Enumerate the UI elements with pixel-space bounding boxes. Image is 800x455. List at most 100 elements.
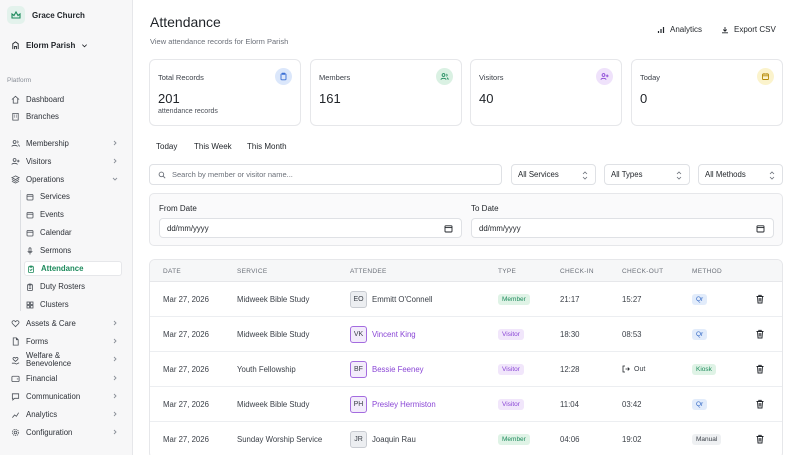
sidebar-item-label: Duty Rosters [40,282,86,291]
sidebar-item-communication[interactable]: Communication [7,388,128,404]
table-row[interactable]: Mar 27, 2026 Midweek Bible Study EO Emmi… [150,282,782,317]
search-input[interactable] [172,170,492,179]
sidebar-item-welfare[interactable]: Welfare & Benevolence [7,351,128,369]
trash-icon[interactable] [755,364,765,374]
user-plus-icon [596,68,613,85]
sidebar-item-label: Branches [26,111,59,121]
parish-switcher[interactable]: Elorm Parish [11,41,88,50]
sidebar-item-label: Sermons [40,246,72,255]
sidebar-item-configuration[interactable]: Configuration [7,424,128,440]
home-icon [11,95,20,104]
cell-type: Visitor [498,317,524,351]
cell-check-out: 15:27 [622,294,642,304]
from-date-value: dd/mm/yyyy [167,223,209,233]
attendee-name[interactable]: Vincent King [372,329,416,339]
sidebar-item-services[interactable]: Services [24,189,122,204]
sidebar-item-forms[interactable]: Forms [7,333,128,349]
sidebar-item-label: Services [40,192,70,201]
cell-service: Midweek Bible Study [237,294,310,304]
cell-date: Mar 27, 2026 [163,329,209,339]
sidebar-item-membership[interactable]: Membership [7,135,128,151]
table-row[interactable]: Mar 27, 2026 Sunday Worship Service JR J… [150,422,782,455]
table-header: DATE SERVICE ATTENDEE TYPE CHECK-IN CHEC… [150,260,782,282]
sidebar-item-visitors[interactable]: Visitors [7,153,128,169]
calendar-icon [756,225,765,233]
column-header-check-in[interactable]: CHECK-IN [560,268,594,275]
sidebar-item-label: Operations [26,174,65,184]
stat-label: Visitors [479,73,504,82]
sidebar-item-duty-rosters[interactable]: Duty Rosters [24,279,122,294]
type-badge: Visitor [498,398,524,410]
stat-value: 161 [319,91,341,106]
type-badge: Visitor [498,328,524,340]
mic-icon [27,246,33,254]
types-select[interactable]: All Types [604,164,690,185]
from-date-input[interactable]: dd/mm/yyyy [159,218,462,238]
sidebar-item-branches[interactable]: Branches [7,108,128,124]
services-select-value: All Services [518,170,559,179]
sidebar-item-operations[interactable]: Operations [7,171,128,187]
column-header-check-out[interactable]: CHECK-OUT [622,268,664,275]
trash-icon[interactable] [755,329,765,339]
sidebar-item-analytics[interactable]: Analytics [7,406,128,422]
to-date-input[interactable]: dd/mm/yyyy [471,218,774,238]
attendance-table: DATE SERVICE ATTENDEE TYPE CHECK-IN CHEC… [149,259,783,455]
sidebar-section-label: Platform [7,77,32,84]
cell-method: Kiosk [692,352,716,386]
trash-icon[interactable] [755,434,765,444]
to-date-label: To Date [471,204,499,213]
sidebar-item-sermons[interactable]: Sermons [24,243,122,258]
from-date-label: From Date [159,204,197,213]
sidebar-item-events[interactable]: Events [24,207,122,222]
sidebar-item-attendance[interactable]: Attendance [24,261,122,276]
column-header-attendee[interactable]: ATTENDEE [350,268,387,275]
stat-card-today: Today 0 [631,59,783,126]
table-row[interactable]: Mar 27, 2026 Midweek Bible Study VK Vinc… [150,317,782,352]
column-header-service[interactable]: SERVICE [237,268,268,275]
brand[interactable]: Grace Church [7,6,85,24]
attendee-name[interactable]: Bessie Feeney [372,364,424,374]
services-select[interactable]: All Services [511,164,596,185]
sidebar-item-clusters[interactable]: Clusters [24,297,122,312]
tab-today[interactable]: Today [156,142,178,151]
sidebar-item-label: Attendance [41,264,84,273]
attendee-name[interactable]: Presley Hermiston [372,399,436,409]
cell-type: Member [498,422,530,455]
cell-check-out: 03:42 [622,399,642,409]
sidebar-item-label: Calendar [40,228,72,237]
column-header-method[interactable]: METHOD [692,268,722,275]
export-csv-button[interactable]: Export CSV [721,25,776,34]
cell-attendee: PH Presley Hermiston [350,387,436,421]
analytics-button[interactable]: Analytics [657,25,702,34]
method-badge: Qr [692,328,708,340]
check-out-button[interactable]: Out [622,365,645,373]
sidebar-item-calendar[interactable]: Calendar [24,225,122,240]
user-plus-icon [11,157,20,165]
column-header-type[interactable]: TYPE [498,268,517,275]
chevron-right-icon [113,338,117,344]
sidebar-item-financial[interactable]: Financial [7,370,128,386]
table-row[interactable]: Mar 27, 2026 Midweek Bible Study PH Pres… [150,387,782,422]
trash-icon[interactable] [755,399,765,409]
calendar-icon [444,225,453,233]
stat-value: 0 [640,91,648,106]
trash-icon[interactable] [755,294,765,304]
tab-this-month[interactable]: This Month [247,142,287,151]
sidebar-item-dashboard[interactable]: Dashboard [7,91,128,107]
methods-select-value: All Methods [705,170,746,179]
attendee-name: Joaquin Rau [372,434,416,444]
stat-label: Today [640,73,661,82]
brand-name: Grace Church [32,10,85,20]
column-header-date[interactable]: DATE [163,268,182,275]
cell-type: Member [498,282,530,316]
avatar: VK [350,325,367,343]
method-badge: Manual [692,433,722,445]
table-row[interactable]: Mar 27, 2026 Youth Fellowship BF Bessie … [150,352,782,387]
methods-select[interactable]: All Methods [698,164,783,185]
sidebar-item-assets-care[interactable]: Assets & Care [7,315,128,331]
attendee-name: Emmitt O'Connell [372,294,433,304]
chevron-right-icon [113,158,117,164]
calendar-icon [757,68,774,85]
avatar: EO [350,290,367,308]
tab-this-week[interactable]: This Week [194,142,232,151]
